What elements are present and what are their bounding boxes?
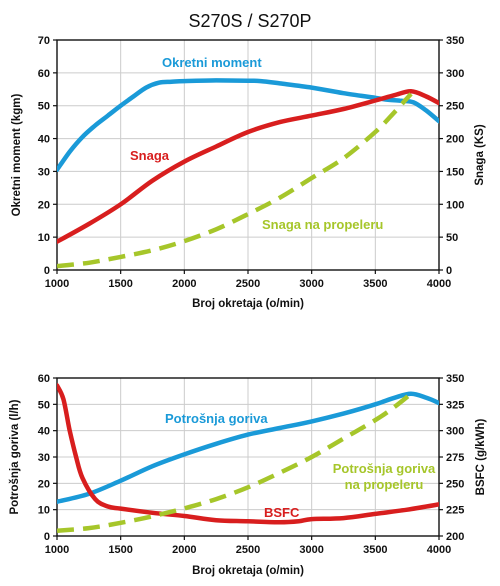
y-tick-label: 10 <box>38 505 50 517</box>
x-tick-label: 2500 <box>236 544 260 556</box>
y-tick-label: 60 <box>38 68 50 80</box>
y2-tick-label: 100 <box>446 199 464 211</box>
y2-tick-label: 250 <box>446 101 464 113</box>
y2-tick-label: 200 <box>446 134 464 146</box>
x-tick-label: 2500 <box>236 278 260 290</box>
x-tick-label: 3500 <box>363 544 387 556</box>
y2-tick-label: 150 <box>446 166 464 178</box>
y2-tick-label: 325 <box>446 399 464 411</box>
y2-tick-label: 275 <box>446 452 464 464</box>
x-tick-label: 1500 <box>108 544 132 556</box>
y-tick-label: 20 <box>38 199 50 211</box>
y-axis-label: Okretni moment (kgm) <box>11 93 23 216</box>
x-axis-label: Broj okretaja (o/min) <box>192 298 304 310</box>
x-tick-label: 3000 <box>299 278 323 290</box>
x-axis-label: Broj okretaja (o/min) <box>192 565 304 577</box>
series-annotation-potrosnja-goriva-na-propeleru: Potrošnja goriva <box>333 461 436 476</box>
y2-tick-label: 250 <box>446 478 464 490</box>
y2-tick-label: 225 <box>446 505 464 517</box>
y2-tick-label: 0 <box>446 265 452 277</box>
series-line-okretni-moment <box>57 78 439 173</box>
y2-tick-label: 200 <box>446 531 464 543</box>
y-tick-label: 50 <box>38 101 50 113</box>
x-tick-label: 1000 <box>45 278 69 290</box>
y-tick-label: 0 <box>44 265 50 277</box>
series-line-snaga-na-propeleru <box>57 92 413 269</box>
y2-tick-label: 300 <box>446 68 464 80</box>
series-group <box>57 383 439 533</box>
x-tick-label: 3000 <box>299 544 323 556</box>
series-annotation-potrosnja-goriva-na-propeleru: na propeleru <box>345 477 424 492</box>
chart-title: S270S / S270P <box>188 11 311 31</box>
series-group <box>57 78 439 269</box>
y-tick-label: 40 <box>38 426 50 438</box>
y-tick-label: 20 <box>38 478 50 490</box>
y2-tick-label: 50 <box>446 232 458 244</box>
y2-tick-label: 350 <box>446 373 464 385</box>
series-line-snaga <box>57 89 439 244</box>
y-tick-label: 10 <box>38 232 50 244</box>
y-tick-label: 40 <box>38 134 50 146</box>
y-tick-label: 50 <box>38 399 50 411</box>
y-tick-label: 30 <box>38 166 50 178</box>
y-tick-label: 0 <box>44 531 50 543</box>
x-tick-label: 4000 <box>427 544 451 556</box>
y2-axis-label: BSFC (g/kWh) <box>475 419 487 496</box>
y-tick-label: 60 <box>38 373 50 385</box>
y-tick-label: 30 <box>38 452 50 464</box>
y-tick-label: 70 <box>38 35 50 47</box>
series-annotation-potrosnja-goriva: Potrošnja goriva <box>165 411 268 426</box>
y2-axis-label: Snaga (KS) <box>474 124 486 186</box>
series-line-potrosnja-goriva <box>57 391 439 505</box>
series-line-potrosnja-goriva-na-propeleru <box>57 392 413 533</box>
x-tick-label: 2000 <box>172 278 196 290</box>
series-annotation-okretni-moment: Okretni moment <box>162 55 262 70</box>
series-annotation-snaga-na-propeleru: Snaga na propeleru <box>262 217 383 232</box>
torque-power-chart: 1000 1500 2000 2500 3000 3500 4000010203040506… <box>11 35 486 310</box>
x-tick-label: 4000 <box>427 278 451 290</box>
series-annotation-snaga: Snaga <box>130 148 170 163</box>
x-tick-label: 1500 <box>108 278 132 290</box>
y2-tick-label: 350 <box>446 35 464 47</box>
series-annotation-bsfc: BSFC <box>264 505 300 520</box>
fuel-consumption-chart: 1000 1500 2000 2500 3000 3500 4000 0 10 20 30 40 50 6… <box>9 373 487 577</box>
x-tick-label: 1000 <box>45 544 69 556</box>
x-tick-label: 2000 <box>172 544 196 556</box>
y2-tick-label: 300 <box>446 426 464 438</box>
y-axis-label: Potrošnja goriva (l/h) <box>9 399 21 514</box>
series-line-bsfc <box>57 383 439 525</box>
x-tick-label: 3500 <box>363 278 387 290</box>
